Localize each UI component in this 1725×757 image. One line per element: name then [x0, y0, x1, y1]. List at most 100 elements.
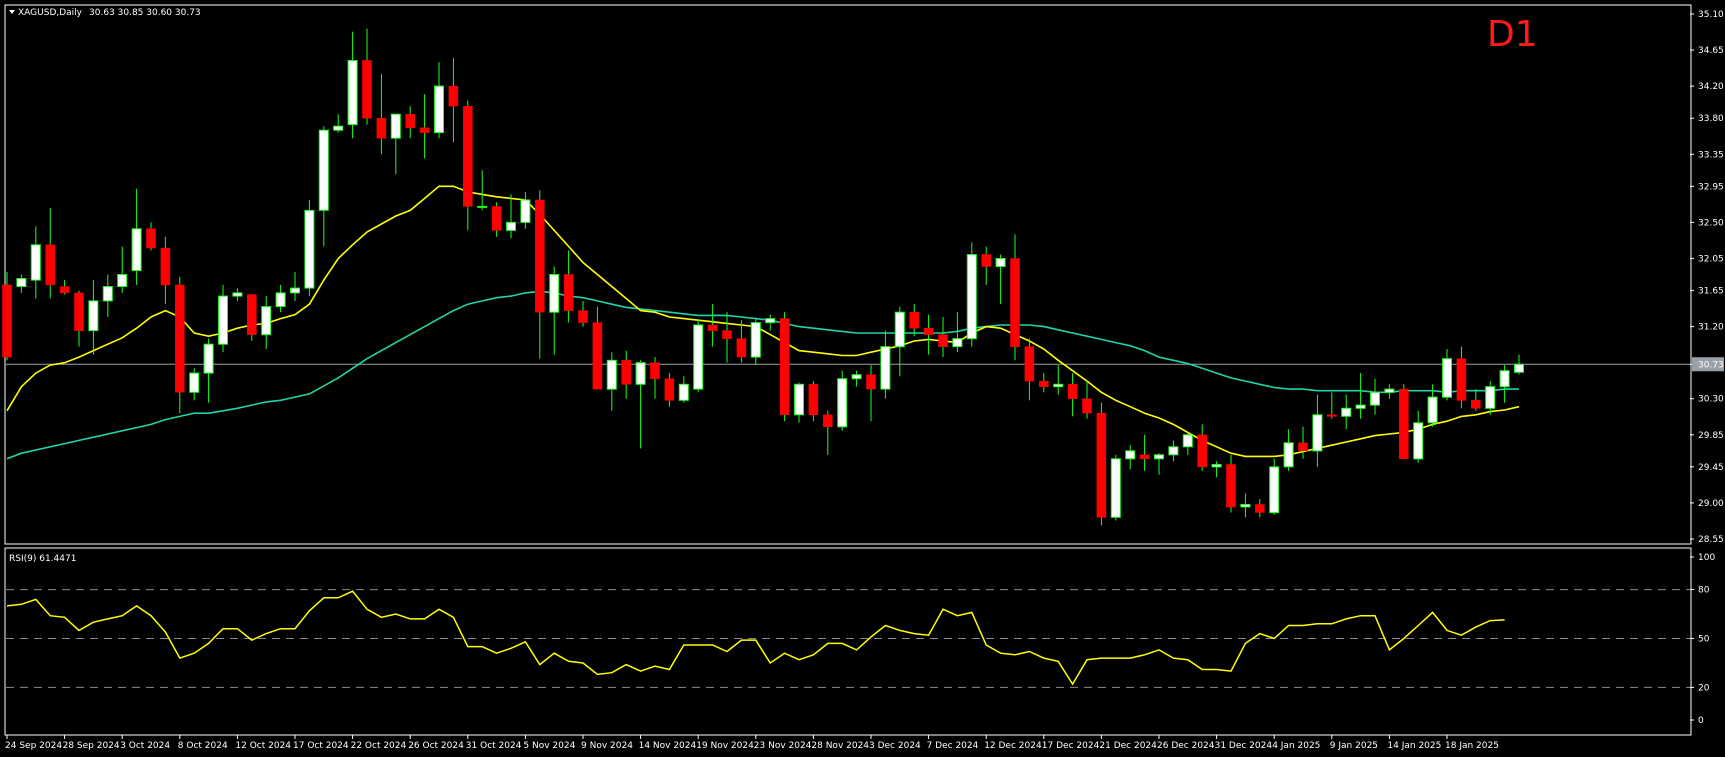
candle — [866, 365, 876, 422]
time-tick-label: 23 Nov 2024 — [754, 741, 812, 751]
candle-body — [117, 274, 128, 287]
candle-body — [750, 322, 761, 358]
time-tick-label: 26 Dec 2024 — [1157, 741, 1215, 751]
candle-body — [160, 247, 171, 286]
time-tick-label: 19 Nov 2024 — [696, 741, 754, 751]
candle — [88, 280, 99, 355]
candle — [45, 207, 55, 299]
candle-body — [1514, 363, 1524, 373]
candle-body — [1298, 442, 1308, 452]
candle — [218, 284, 228, 353]
candle-body — [606, 359, 617, 390]
candle-body — [318, 129, 329, 211]
rsi-header: RSI(9) 61.4471 — [9, 554, 76, 564]
time-tick-label: 12 Dec 2024 — [984, 741, 1042, 751]
candle-body — [1355, 404, 1366, 409]
main-plot — [2, 28, 1690, 526]
candle — [1053, 365, 1064, 395]
candle — [952, 312, 963, 353]
candle-body — [1283, 442, 1294, 468]
candle — [1384, 384, 1395, 399]
price-tick-label: 34.65 — [1698, 46, 1724, 56]
candle-body — [592, 322, 603, 390]
candle — [1471, 389, 1481, 411]
candle-body — [16, 278, 27, 287]
candle-body — [1427, 396, 1438, 424]
candle — [923, 314, 934, 355]
candle — [909, 304, 919, 337]
main-panel-frame — [4, 4, 1692, 545]
candle — [578, 300, 588, 327]
candle — [1082, 381, 1092, 419]
candle-body — [808, 384, 819, 416]
symbol-label: XAGUSD,Daily — [18, 8, 83, 18]
candle-body — [880, 346, 891, 390]
candle — [520, 191, 531, 229]
candle-body — [477, 205, 488, 208]
rsi-plot — [6, 589, 1690, 688]
candle — [247, 294, 257, 342]
time-tick-label: 9 Nov 2024 — [581, 741, 633, 751]
candle-body — [1067, 384, 1078, 399]
candle — [347, 31, 358, 139]
candle — [362, 28, 372, 125]
candle — [765, 314, 776, 331]
candle — [1226, 454, 1236, 513]
candle-body — [45, 244, 55, 286]
candle — [880, 330, 891, 399]
candle-body — [837, 378, 848, 428]
time-tick-label: 12 Oct 2024 — [235, 741, 291, 751]
candle-body — [506, 221, 516, 231]
candle-body — [995, 258, 1006, 267]
candle-body — [779, 318, 790, 416]
price-tick-label: 28.55 — [1698, 535, 1724, 545]
candle — [894, 306, 905, 377]
candle-body — [405, 113, 415, 129]
candle — [1499, 365, 1510, 403]
candle — [102, 274, 113, 317]
candle-body — [707, 324, 718, 331]
symbol-dropdown-icon[interactable] — [9, 10, 15, 14]
timeframe-badge: D1 — [1487, 14, 1538, 55]
candle — [1182, 432, 1193, 455]
candle — [1211, 461, 1222, 478]
time-tick-label: 5 Nov 2024 — [523, 741, 575, 751]
candle-body — [520, 199, 531, 223]
candle — [1413, 410, 1424, 463]
candle — [1039, 373, 1049, 393]
candle-body — [189, 372, 200, 393]
candle-body — [1010, 258, 1020, 347]
candle — [405, 106, 415, 139]
time-tick-label: 24 Sep 2024 — [5, 741, 62, 751]
price-tick-label: 31.65 — [1698, 287, 1724, 297]
candle — [981, 246, 991, 285]
candle-body — [304, 209, 315, 289]
ma-fast-line — [6, 185, 1520, 458]
price-tick-label: 32.05 — [1698, 254, 1724, 264]
candle-body — [146, 228, 156, 249]
candle — [463, 100, 473, 231]
candle — [506, 194, 516, 239]
candle — [837, 370, 848, 431]
current-price-marker — [1692, 357, 1724, 372]
price-tick-label: 29.00 — [1698, 499, 1724, 509]
candle-body — [261, 306, 272, 336]
time-tick-label: 31 Dec 2024 — [1215, 741, 1273, 751]
candle — [1125, 445, 1136, 470]
candle-body — [952, 338, 963, 348]
candle — [1255, 498, 1265, 518]
candle — [175, 276, 185, 414]
candle — [535, 190, 545, 359]
candle — [160, 236, 171, 305]
time-tick-label: 8 Oct 2024 — [178, 741, 228, 751]
candle — [966, 242, 977, 347]
candle — [995, 254, 1006, 305]
candle-body — [578, 310, 588, 323]
candle-body — [1125, 450, 1136, 460]
candle — [1427, 384, 1438, 427]
candle — [189, 368, 200, 401]
candle-body — [1485, 386, 1496, 409]
candle — [376, 74, 387, 155]
candle — [333, 114, 344, 133]
